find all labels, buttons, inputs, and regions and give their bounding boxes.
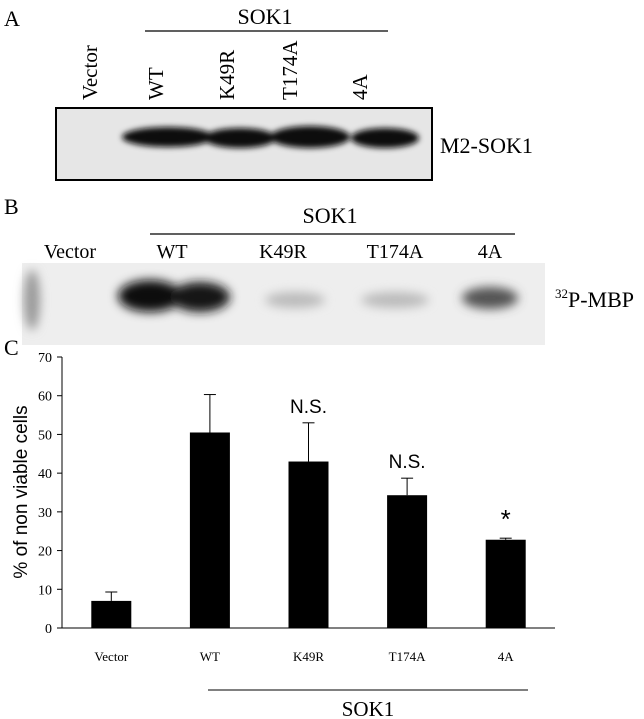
y-tick-label: 0: [45, 622, 52, 637]
annotation: N.S.: [389, 452, 426, 473]
x-tick-label: Vector: [94, 649, 129, 664]
lane-label: WT: [156, 241, 187, 263]
y-tick-label: 70: [38, 351, 52, 366]
blot-label: 32P-MBP: [555, 286, 634, 312]
x-tick-label: 4A: [498, 649, 515, 664]
lane-label: 4A: [348, 74, 372, 101]
lane-label: Vector: [44, 241, 97, 263]
bands: [122, 126, 419, 148]
bar: [485, 539, 526, 628]
superscript: 32: [555, 286, 568, 301]
x-tick-label: T174A: [389, 649, 426, 664]
bar: [91, 600, 132, 628]
y-tick-label: 40: [38, 467, 52, 482]
panel-label: C: [4, 335, 19, 360]
blot-label-text: P-MBP: [568, 287, 634, 312]
lane-label: T174A: [367, 241, 424, 263]
panel-label: B: [4, 194, 19, 219]
panel-label: A: [4, 6, 20, 31]
x-tick-label: WT: [200, 649, 220, 664]
group-label: SOK1: [302, 203, 357, 228]
annotation: N.S.: [290, 397, 327, 418]
bands: [24, 270, 518, 330]
y-tick-label: 50: [38, 428, 52, 443]
group-label: SOK1: [237, 4, 292, 29]
annotation: *: [501, 504, 511, 534]
bar: [387, 495, 428, 628]
y-tick-label: 10: [38, 583, 52, 598]
blot-label: M2-SOK1: [440, 133, 533, 158]
lane-label: K49R: [259, 241, 307, 263]
lane-label: 4A: [478, 241, 503, 263]
y-axis-label: % of non viable cells: [11, 405, 32, 578]
lane-label: T174A: [278, 40, 302, 100]
y-tick-label: 30: [38, 506, 52, 521]
bar: [288, 461, 329, 628]
x-tick-label: K49R: [293, 649, 324, 664]
y-tick-label: 60: [38, 390, 52, 405]
y-tick-label: 20: [38, 545, 52, 560]
lane-label: Vector: [78, 45, 102, 100]
bar: [189, 432, 230, 628]
group-label: SOK1: [342, 697, 395, 719]
lane-label: WT: [144, 67, 168, 100]
lane-label: K49R: [215, 50, 239, 100]
